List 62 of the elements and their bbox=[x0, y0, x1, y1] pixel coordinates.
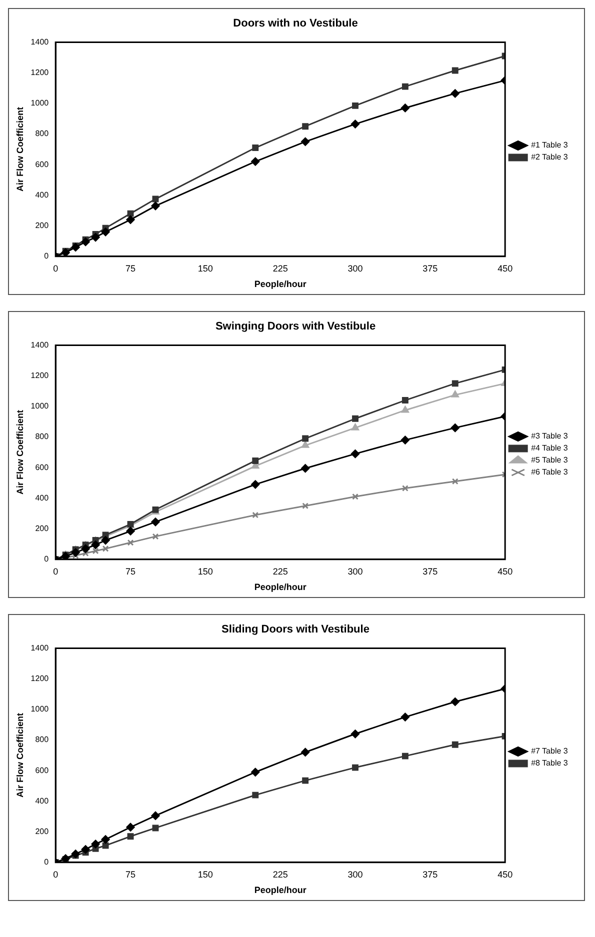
x-tick-label: 300 bbox=[348, 263, 363, 274]
legend-label: #2 Table 3 bbox=[531, 152, 568, 162]
y-tick-label: 600 bbox=[35, 766, 50, 775]
x-axis-title: People/hour bbox=[254, 582, 307, 592]
x-tick-label: 0 bbox=[53, 869, 58, 880]
x-tick-label: 225 bbox=[272, 869, 288, 880]
y-tick-label: 800 bbox=[35, 735, 50, 744]
x-tick-label: 150 bbox=[198, 566, 213, 576]
legend-label: #3 Table 3 bbox=[531, 432, 568, 441]
y-tick-label: 200 bbox=[35, 827, 50, 836]
y-tick-label: 0 bbox=[44, 554, 50, 564]
y-axis-title: Air Flow Coefficient bbox=[14, 713, 25, 798]
x-tick-label: 75 bbox=[126, 566, 136, 576]
y-tick-label: 0 bbox=[44, 252, 50, 261]
legend-label: #8 Table 3 bbox=[531, 758, 568, 768]
x-tick-label: 0 bbox=[53, 263, 58, 274]
x-tick-label: 375 bbox=[422, 263, 438, 274]
legend-label: #7 Table 3 bbox=[531, 746, 568, 756]
y-tick-label: 0 bbox=[44, 858, 50, 867]
y-axis-title: Air Flow Coefficient bbox=[14, 107, 25, 192]
chart-title: Doors with no Vestibule bbox=[233, 18, 358, 30]
x-tick-label: 150 bbox=[198, 263, 213, 274]
x-tick-label: 225 bbox=[272, 263, 288, 274]
x-tick-label: 75 bbox=[126, 869, 136, 880]
x-tick-label: 0 bbox=[53, 566, 58, 576]
y-tick-label: 600 bbox=[35, 160, 50, 169]
y-tick-label: 1400 bbox=[30, 37, 50, 46]
y-tick-label: 1200 bbox=[30, 371, 50, 380]
y-tick-label: 1000 bbox=[30, 402, 50, 411]
y-tick-label: 400 bbox=[35, 796, 50, 806]
y-tick-label: 400 bbox=[35, 190, 50, 200]
y-tick-label: 800 bbox=[35, 432, 50, 442]
y-tick-label: 1400 bbox=[30, 340, 50, 350]
x-tick-label: 450 bbox=[498, 869, 513, 880]
chart-title: Sliding Doors with Vestibule bbox=[222, 624, 370, 636]
legend-label: #1 Table 3 bbox=[531, 140, 568, 150]
x-tick-label: 225 bbox=[272, 566, 288, 576]
chart-title: Swinging Doors with Vestibule bbox=[215, 320, 376, 333]
y-tick-label: 200 bbox=[35, 524, 50, 534]
x-axis-title: People/hour bbox=[254, 279, 307, 290]
y-tick-label: 200 bbox=[35, 221, 50, 230]
y-axis-title: Air Flow Coefficient bbox=[14, 410, 25, 495]
y-tick-label: 600 bbox=[35, 462, 50, 472]
y-tick-label: 1000 bbox=[30, 98, 50, 108]
y-tick-label: 800 bbox=[35, 129, 50, 138]
legend-label: #5 Table 3 bbox=[531, 456, 568, 465]
x-tick-label: 150 bbox=[198, 869, 213, 880]
x-tick-label: 450 bbox=[498, 566, 513, 576]
y-tick-label: 400 bbox=[35, 493, 50, 502]
y-tick-label: 1400 bbox=[30, 643, 50, 652]
x-tick-label: 300 bbox=[348, 869, 363, 880]
x-axis-title: People/hour bbox=[254, 885, 307, 896]
y-tick-label: 1200 bbox=[30, 674, 50, 684]
x-tick-label: 375 bbox=[422, 869, 438, 880]
legend-label: #6 Table 3 bbox=[531, 468, 568, 477]
x-tick-label: 450 bbox=[498, 263, 513, 274]
y-tick-label: 1200 bbox=[30, 68, 50, 78]
x-tick-label: 300 bbox=[348, 566, 363, 576]
x-tick-label: 75 bbox=[126, 263, 136, 274]
y-tick-label: 1000 bbox=[30, 704, 50, 714]
legend-label: #4 Table 3 bbox=[531, 444, 568, 453]
x-tick-label: 375 bbox=[422, 566, 438, 576]
